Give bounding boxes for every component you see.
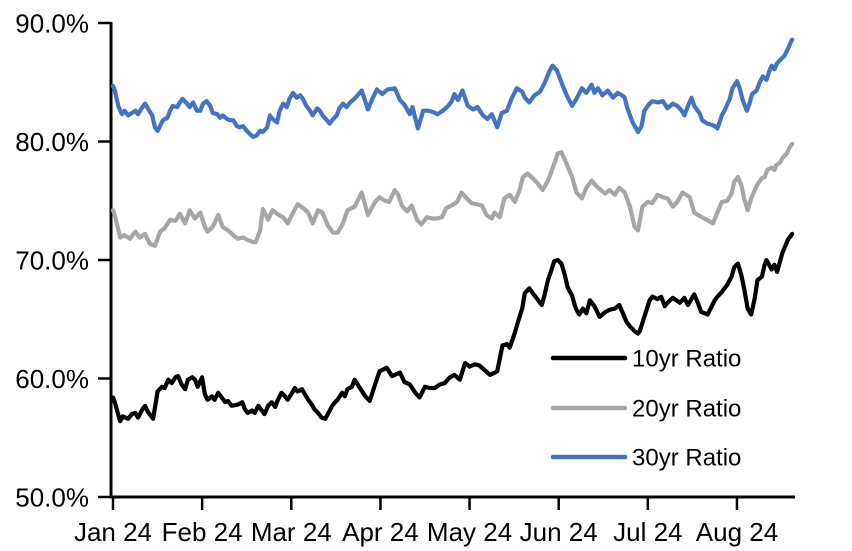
x-tick-label: Mar 24	[251, 517, 332, 547]
y-tick-label: 50.0%	[15, 483, 89, 513]
series-line-30yr-ratio	[110, 37, 795, 139]
x-tick-label: Jun 24	[520, 517, 598, 547]
x-tick-label: Apr 24	[342, 517, 419, 547]
y-tick-label: 70.0%	[15, 246, 89, 276]
y-tick-label: 60.0%	[15, 364, 89, 394]
y-tick-label: 90.0%	[15, 9, 89, 39]
x-tick-label: May 24	[427, 517, 512, 547]
y-tick-label: 80.0%	[15, 127, 89, 157]
legend-label-20yr-ratio: 20yr Ratio	[632, 396, 741, 423]
series-line-10yr-ratio	[110, 231, 795, 424]
x-tick-label: Jul 24	[613, 517, 682, 547]
x-tick-label: Feb 24	[162, 517, 243, 547]
x-tick-label: Aug 24	[696, 517, 778, 547]
legend-label-10yr-ratio: 10yr Ratio	[632, 346, 741, 373]
x-tick-label: Jan 24	[74, 517, 152, 547]
series-line-20yr-ratio	[110, 141, 795, 248]
legend-label-30yr-ratio: 30yr Ratio	[632, 445, 741, 472]
